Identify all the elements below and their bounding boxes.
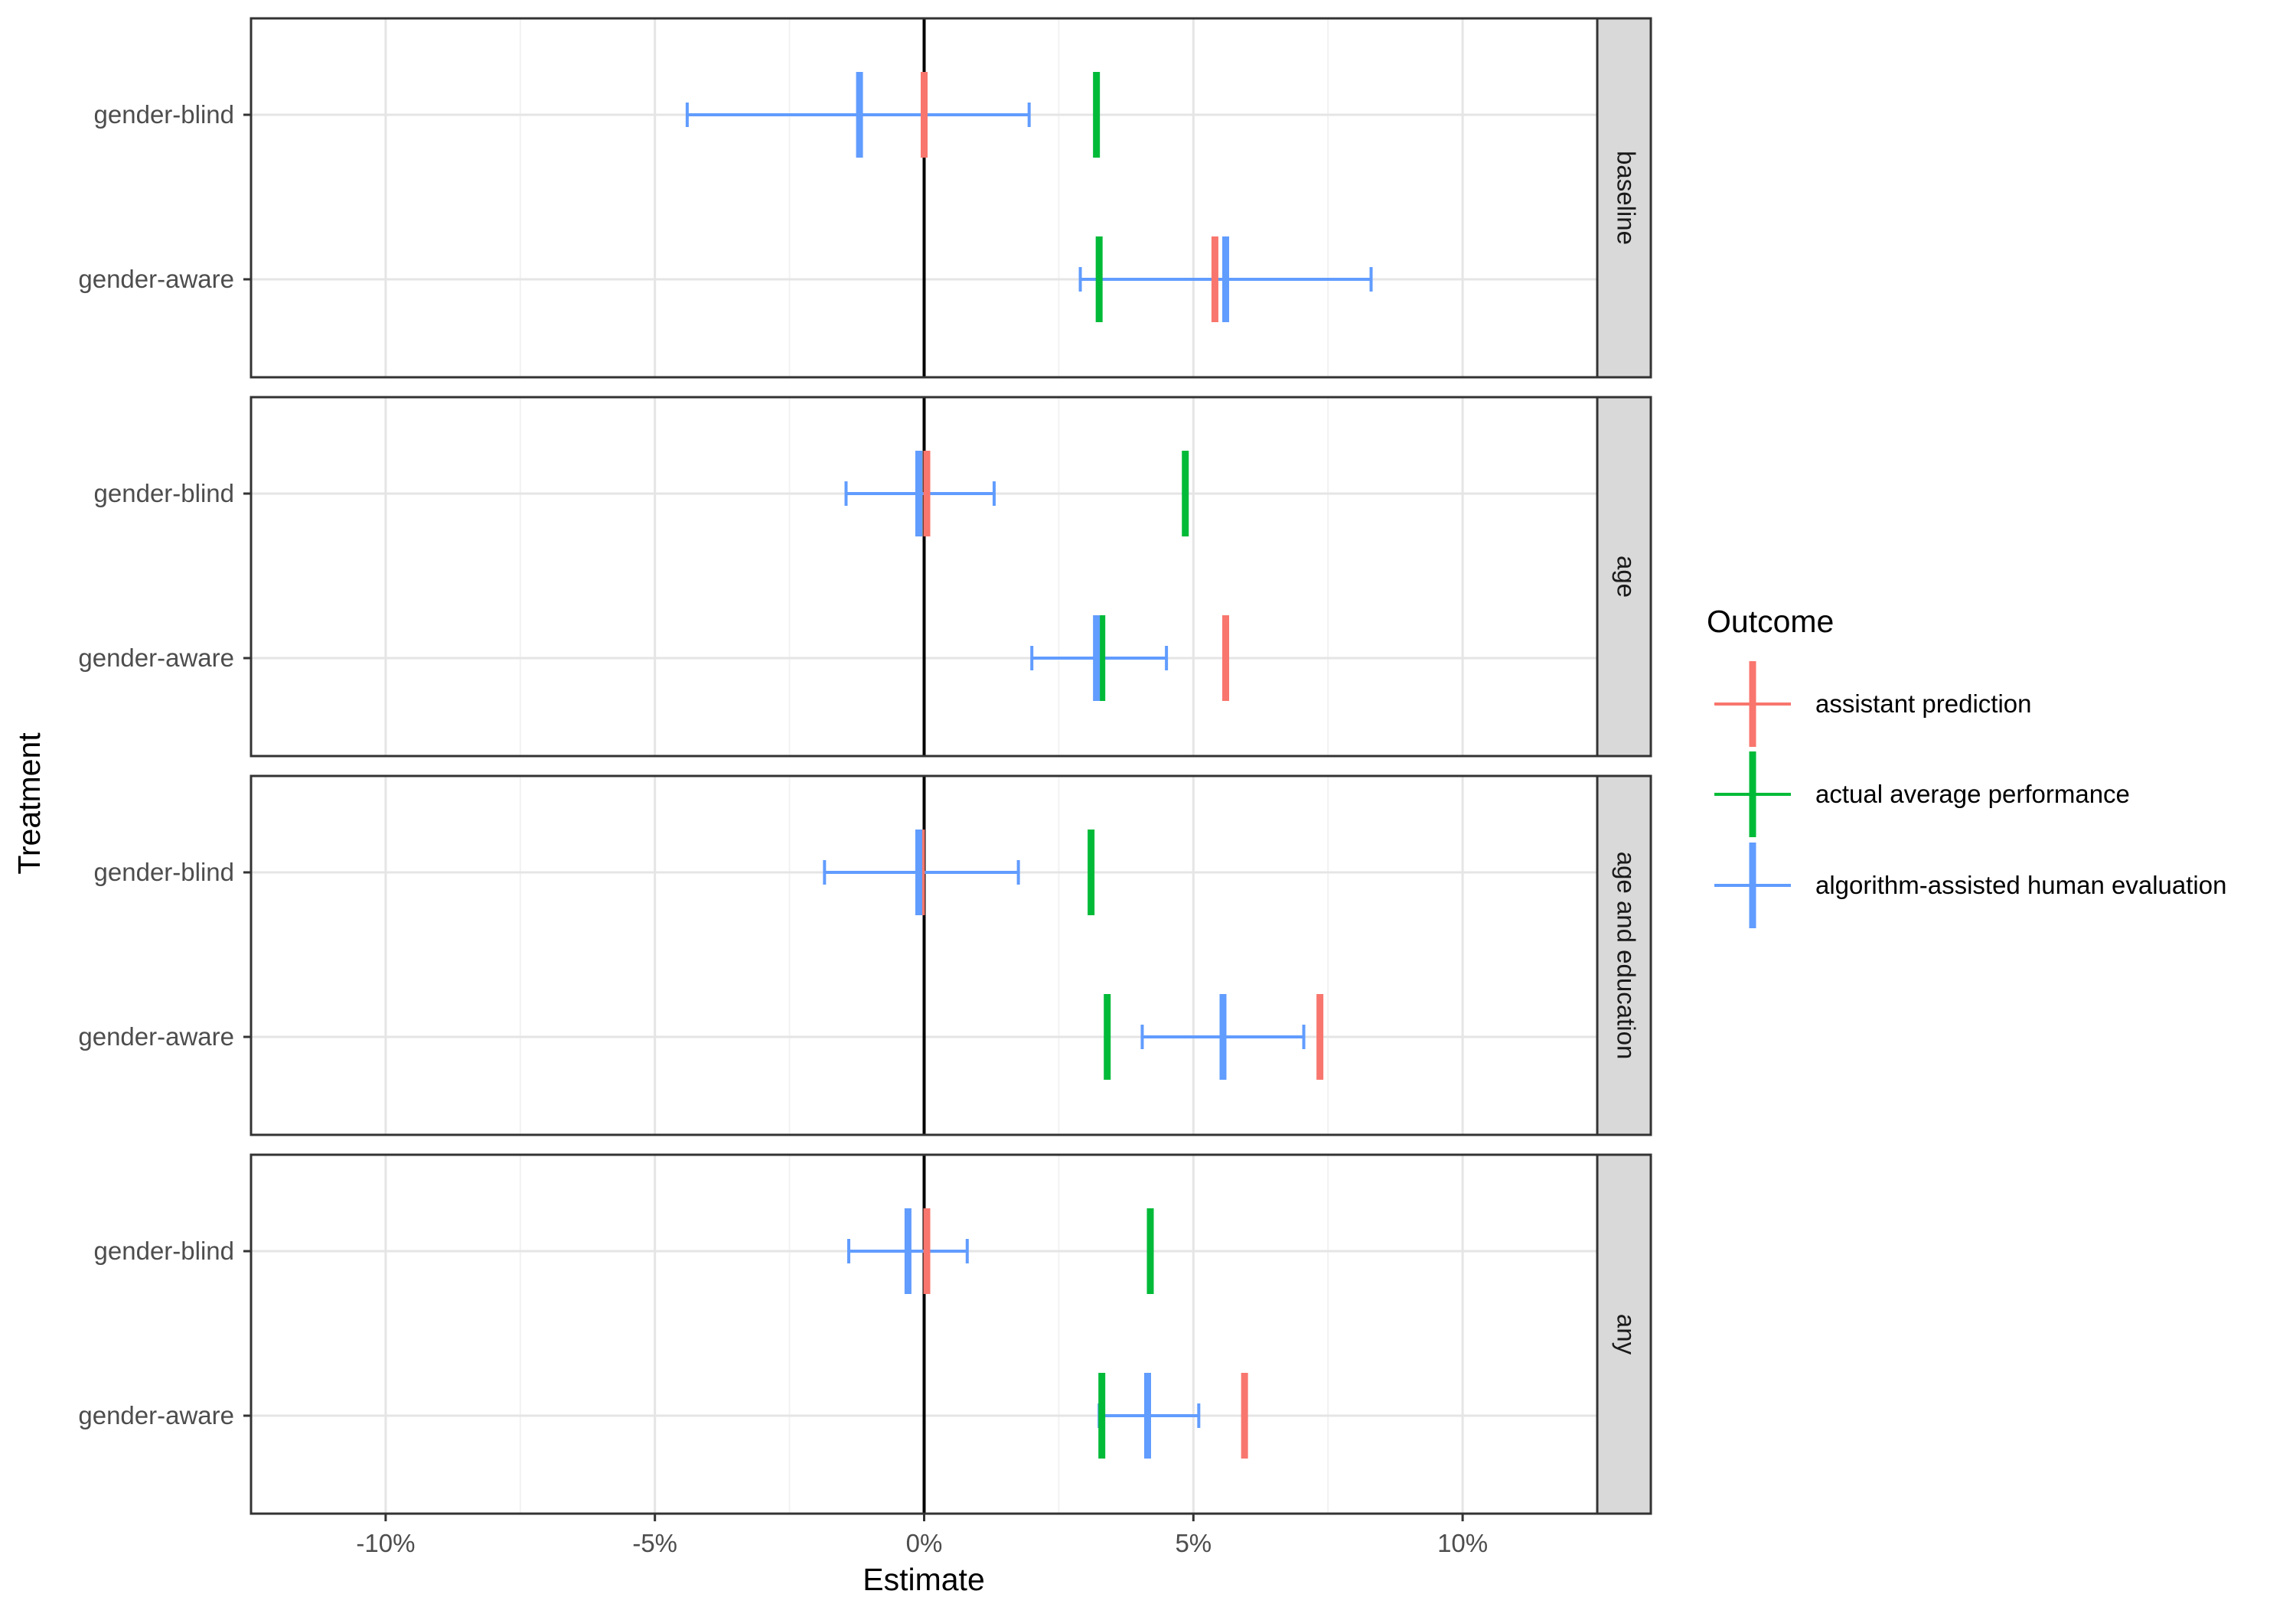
legend-title: Outcome [1707, 604, 1834, 639]
y-tick-label: gender-blind [94, 858, 234, 886]
x-tick-label: -5% [632, 1529, 677, 1557]
x-tick-label: 0% [906, 1529, 943, 1557]
facet-strip-label: age [1612, 556, 1640, 598]
x-axis-title: Estimate [863, 1562, 985, 1597]
facet-panel: gender-blind gender-aware age [78, 396, 1652, 758]
legend-label: algorithm-assisted human evaluation [1815, 871, 2226, 899]
facet-strip [1596, 396, 1652, 758]
x-tick-label: 10% [1437, 1529, 1488, 1557]
y-tick-label: gender-aware [78, 644, 234, 672]
y-tick-label: gender-blind [94, 479, 234, 507]
legend: Outcome assistant prediction actual avera… [1707, 604, 2226, 928]
x-axis: -10% -5% 0% 5% 10% [356, 1514, 1488, 1557]
legend-label: actual average performance [1815, 780, 2130, 808]
legend-label: assistant prediction [1815, 689, 2031, 718]
facet-panel: gender-blind gender-aware age and educatio… [78, 774, 1652, 1136]
y-tick-label: gender-aware [78, 1401, 234, 1429]
facet-strip-label: baseline [1612, 151, 1640, 245]
facet-strip-label: any [1612, 1314, 1640, 1355]
y-axis-title: Treatment [11, 732, 47, 875]
y-tick-label: gender-blind [94, 1237, 234, 1265]
y-tick-label: gender-blind [94, 100, 234, 129]
facet-strip [1596, 1153, 1652, 1515]
facet-strip [1596, 774, 1652, 1136]
x-tick-label: -10% [356, 1529, 415, 1557]
x-tick-label: 5% [1175, 1529, 1212, 1557]
y-tick-label: gender-aware [78, 265, 234, 293]
facet-strip-label: age and education [1612, 852, 1640, 1060]
facet-strip [1596, 17, 1652, 379]
y-tick-label: gender-aware [78, 1022, 234, 1051]
facet-panel: gender-blind gender-aware baseline [78, 17, 1652, 379]
facet-panel: gender-blind gender-aware any [78, 1153, 1652, 1515]
panels-layer: gender-blindgender-awarebaselinegender-b… [78, 17, 1652, 1515]
